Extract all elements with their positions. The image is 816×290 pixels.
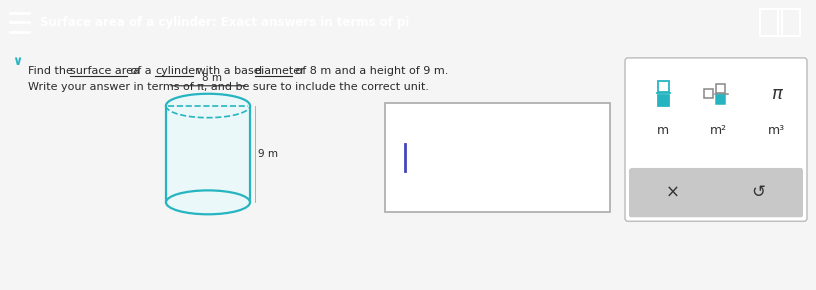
Text: m: m	[657, 124, 669, 137]
FancyBboxPatch shape	[716, 84, 725, 93]
Text: π: π	[770, 85, 782, 103]
Text: ↺: ↺	[751, 183, 765, 201]
Text: m³: m³	[767, 124, 784, 137]
Text: 8 m: 8 m	[202, 73, 222, 83]
Text: ×: ×	[666, 183, 680, 201]
Text: of a: of a	[127, 66, 155, 76]
Text: ∨: ∨	[12, 55, 22, 68]
Text: diameter: diameter	[255, 66, 305, 76]
Text: of 8 m and a height of 9 m.: of 8 m and a height of 9 m.	[292, 66, 449, 76]
FancyBboxPatch shape	[658, 95, 668, 106]
Text: m²: m²	[709, 124, 726, 137]
FancyBboxPatch shape	[658, 81, 668, 92]
FancyBboxPatch shape	[716, 95, 725, 104]
Ellipse shape	[166, 191, 250, 214]
Text: surface area: surface area	[70, 66, 140, 76]
Text: Write your answer in terms of π, and be sure to include the correct unit.: Write your answer in terms of π, and be …	[28, 82, 429, 92]
FancyBboxPatch shape	[629, 168, 803, 217]
Ellipse shape	[166, 94, 250, 118]
Text: 9 m: 9 m	[258, 149, 278, 159]
Text: cylinder: cylinder	[155, 66, 200, 76]
FancyBboxPatch shape	[704, 89, 713, 98]
Bar	[166, 106, 250, 202]
Text: Surface area of a cylinder: Exact answers in terms of pi: Surface area of a cylinder: Exact answer…	[40, 16, 410, 29]
Text: with a base: with a base	[193, 66, 264, 76]
Text: Find the: Find the	[28, 66, 77, 76]
FancyBboxPatch shape	[385, 103, 610, 212]
FancyBboxPatch shape	[625, 58, 807, 221]
